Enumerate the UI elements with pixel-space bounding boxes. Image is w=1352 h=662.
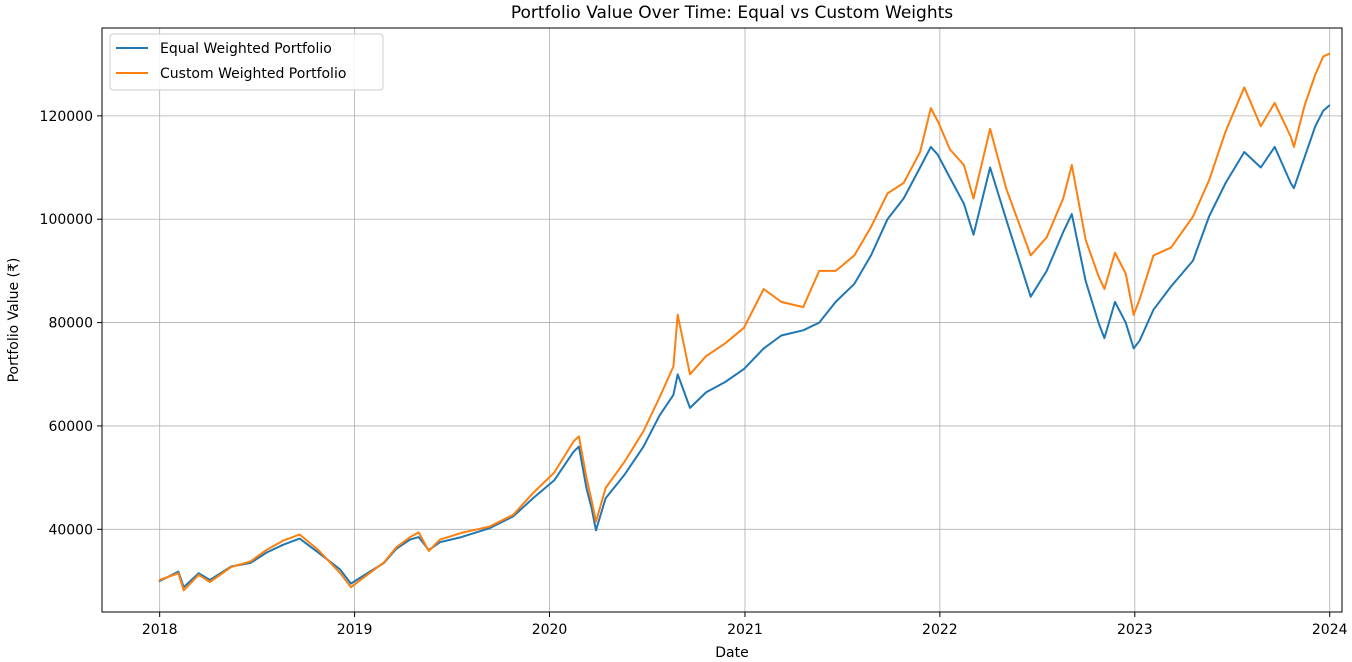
legend-label: Equal Weighted Portfolio bbox=[160, 41, 332, 57]
grid-lines bbox=[102, 28, 1342, 612]
x-tick-label: 2021 bbox=[727, 622, 763, 638]
y-tick-label: 120000 bbox=[40, 109, 93, 125]
x-tick-label: 2023 bbox=[1117, 622, 1153, 638]
x-tick-label: 2022 bbox=[922, 622, 958, 638]
plot-frame bbox=[101, 27, 1343, 613]
chart-title: Portfolio Value Over Time: Equal vs Cust… bbox=[511, 3, 953, 23]
y-tick-label: 100000 bbox=[40, 212, 93, 228]
y-tick-label: 60000 bbox=[48, 419, 93, 435]
axes: 2018 2019 2020 2021 2022 2023 2024 40000 60000 80… bbox=[40, 109, 1348, 638]
legend: Equal Weighted Portfolio Custom Weighted … bbox=[109, 33, 384, 91]
y-axis-title: Portfolio Value (₹) bbox=[6, 258, 22, 383]
x-tick-label: 2024 bbox=[1312, 622, 1348, 638]
legend-label: Custom Weighted Portfolio bbox=[160, 66, 346, 82]
y-tick-label: 80000 bbox=[48, 316, 93, 332]
y-tick-label: 40000 bbox=[48, 522, 93, 538]
x-tick-label: 2019 bbox=[337, 622, 373, 638]
x-axis-title: Date bbox=[715, 645, 748, 661]
custom-weighted-series-line bbox=[158, 52, 1331, 592]
legend-box bbox=[109, 33, 384, 91]
data-series bbox=[158, 52, 1331, 592]
x-tick-label: 2020 bbox=[532, 622, 568, 638]
x-tick-label: 2018 bbox=[142, 622, 178, 638]
